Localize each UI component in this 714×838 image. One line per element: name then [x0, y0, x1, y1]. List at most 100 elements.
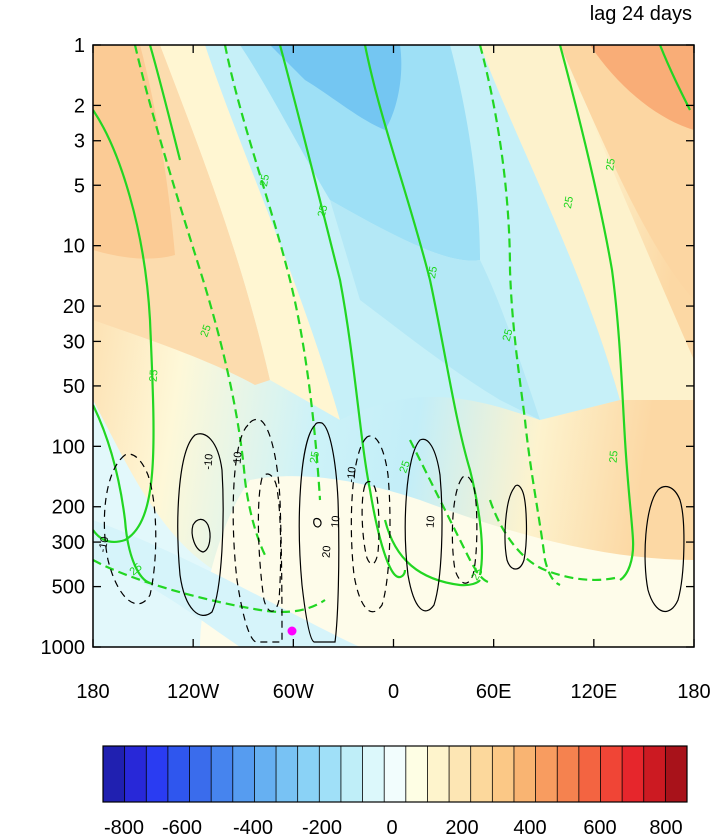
colorbar-swatch — [167, 746, 191, 802]
green-contour-label: 25 — [562, 195, 576, 209]
colorbar-swatch — [211, 746, 234, 802]
green-contour-label: 25 — [258, 173, 272, 187]
green-contour-solid — [363, 45, 484, 576]
x-tick-label: 0 — [388, 681, 399, 703]
black-contour-solid — [177, 433, 224, 616]
colorbar-swatch — [189, 746, 212, 802]
colorbar-frame — [102, 745, 688, 803]
green-contour-dashed — [93, 559, 326, 614]
green-contour-solid — [278, 45, 407, 579]
field-lower-pale-yellow — [200, 476, 694, 647]
colorbar-tick-label: 0 — [386, 817, 397, 838]
green-contour-label: 25 — [469, 566, 486, 583]
black-contour-label: 10 — [232, 451, 245, 464]
black-contour-dashed — [103, 453, 157, 605]
field-east-pale — [480, 45, 694, 400]
green-contour-label: 25 — [426, 265, 440, 279]
green-wind-contours — [93, 45, 691, 614]
black-contour-solid — [404, 438, 443, 612]
green-contour-dashed — [133, 45, 266, 556]
colorbar-swatch — [665, 746, 688, 802]
colorbar-swatch — [427, 746, 450, 802]
green-contour-label: 25 — [198, 323, 213, 339]
colorbar-tick-label: 200 — [445, 817, 478, 838]
green-contour-label: 25 — [316, 204, 331, 219]
colorbar-tick-label: -400 — [233, 817, 273, 838]
black-contour-label: 10 — [330, 515, 343, 528]
green-contour-solid — [93, 404, 151, 585]
y-tick-label: 500 — [52, 577, 85, 599]
colorbar-swatch — [297, 746, 320, 802]
colorbar-swatch — [103, 746, 126, 802]
black-contour-solid — [644, 485, 685, 612]
y-axis-tick-labels: 1 2 3 5 10 20 30 50 100 200 300 500 1000 — [41, 35, 86, 659]
x-tick-label: 60E — [476, 681, 512, 703]
black-contour-dashed — [257, 473, 282, 612]
colorbar-swatch — [513, 746, 537, 802]
green-contour-solid — [148, 45, 182, 161]
black-contour-solid — [313, 517, 322, 528]
field-west-orange-deep — [93, 45, 175, 259]
colorbar-swatch — [319, 746, 342, 802]
y-tick-label: 2 — [74, 95, 85, 117]
black-contour-dashed — [232, 418, 283, 643]
y-tick-label: 100 — [52, 436, 85, 458]
green-contour-label: 25 — [501, 328, 516, 343]
black-contour-label: -10 — [202, 453, 215, 470]
y-tick-label: 10 — [63, 236, 85, 258]
x-axis-tick-labels: 180 120W 60W 0 60E 120E 180 — [76, 681, 710, 703]
green-contour-label: 25 — [604, 158, 618, 172]
y-tick-label: 5 — [74, 175, 85, 197]
colorbar-swatch — [254, 746, 277, 802]
black-contour-solid — [191, 518, 211, 553]
black-contour-dashed — [361, 481, 380, 565]
y-tick-label: 1000 — [41, 637, 86, 659]
green-contour-dashed — [409, 439, 489, 584]
chart-title: lag 24 days — [590, 3, 692, 25]
location-marker — [287, 626, 297, 636]
black-contour-solid — [298, 422, 340, 643]
colorbar-swatch — [232, 746, 255, 802]
filled-contour-field — [93, 45, 694, 647]
black-contour-label: -10 — [345, 466, 358, 483]
green-contour-solid — [93, 109, 155, 544]
x-tick-label: 180 — [76, 681, 109, 703]
colorbar-tick-label: -800 — [104, 817, 144, 838]
colorbar-swatch — [384, 746, 407, 802]
y-tick-label: 3 — [74, 131, 85, 153]
green-contour-dashed — [223, 45, 322, 501]
field-pale-band — [160, 45, 340, 420]
colorbar-swatch — [600, 746, 623, 802]
field-blue-mid — [240, 45, 480, 261]
colorbar-tick-label: -200 — [302, 817, 342, 838]
field-lower-blue-band — [93, 520, 360, 647]
black-contour-dashed — [350, 435, 391, 613]
colorbar-tick-label: -600 — [162, 817, 202, 838]
colorbar-swatch — [557, 746, 580, 802]
colorbar-swatch — [276, 746, 299, 802]
y-tick-label: 1 — [74, 35, 85, 57]
green-contour-label: 25 — [397, 459, 412, 475]
colorbar-swatch — [492, 746, 515, 802]
colorbar-swatch — [643, 746, 666, 802]
colorbar-swatch — [470, 746, 493, 802]
colorbar-swatch — [622, 746, 645, 802]
colorbar-labels: -800 -600 -400 -200 0 200 400 600 800 — [104, 817, 683, 838]
y-tick-label: 20 — [63, 296, 85, 318]
y-tick-label: 200 — [52, 497, 85, 519]
axis-ticks — [92, 44, 695, 648]
green-contour-dashed — [478, 45, 561, 586]
x-tick-label: 60W — [273, 681, 314, 703]
green-contour-label: 25 — [608, 450, 621, 463]
black-contour-solid — [504, 484, 528, 570]
y-tick-label: 300 — [52, 532, 85, 554]
green-contour-dashed — [488, 499, 616, 582]
x-tick-label: 120W — [167, 681, 219, 703]
field-blue-lower — [330, 200, 540, 420]
x-tick-label: 120E — [570, 681, 617, 703]
colorbar — [102, 745, 688, 803]
colorbar-swatch — [146, 746, 169, 802]
black-contour-label: 10 — [425, 515, 438, 528]
colorbar-swatch — [449, 746, 472, 802]
